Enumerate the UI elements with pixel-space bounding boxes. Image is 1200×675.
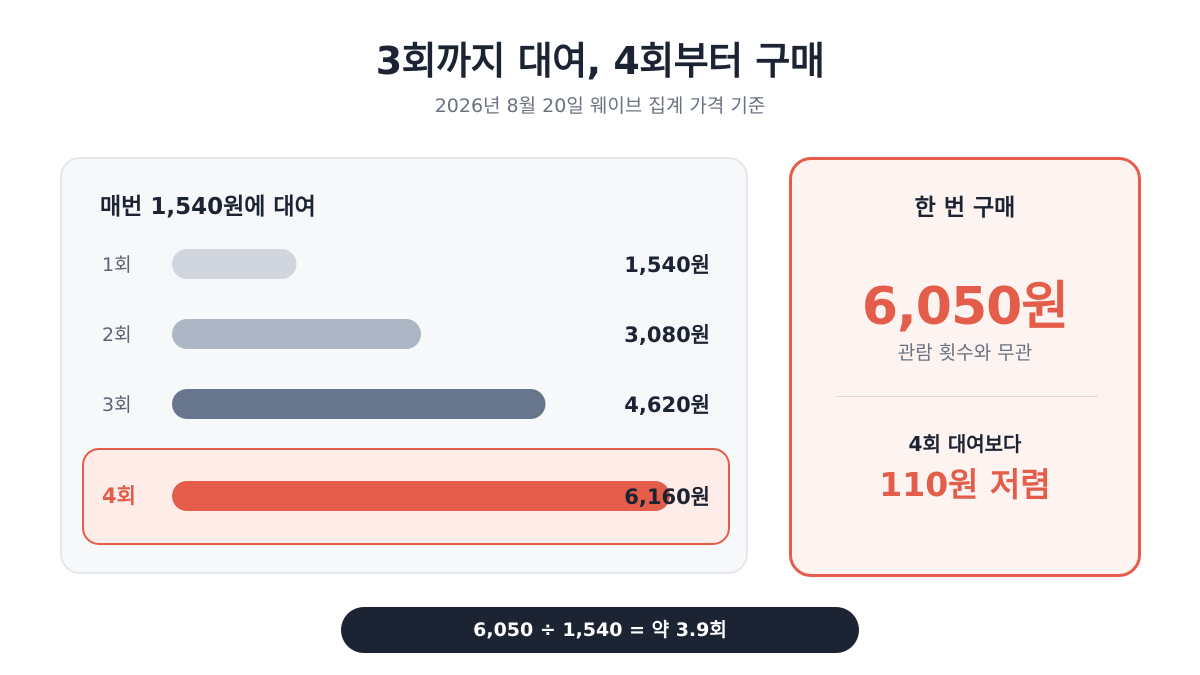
bar-4 — [172, 481, 670, 511]
rental-heading: 매번 1,540원에 대여 — [100, 194, 316, 220]
category-label: 4회 — [102, 484, 136, 508]
purchase-price: 6,050원 — [861, 277, 1069, 337]
formula-pill: 6,050 ÷ 1,540 = 약 3.9회 — [341, 607, 859, 653]
rental-panel: 매번 1,540원에 대여 1회 1,540원 2회 3,080원 3회 4,620원 4회… — [60, 157, 748, 574]
value-label: 4,620원 — [624, 393, 710, 417]
divider — [836, 396, 1098, 397]
category-label: 3회 — [102, 394, 132, 416]
value-label: 3,080원 — [624, 323, 710, 347]
category-label: 1회 — [102, 254, 132, 276]
purchase-panel: 한 번 구매 6,050원 관람 횟수와 무관 4회 대여보다 110원 저렴 — [789, 157, 1141, 577]
value-label: 6,160원 — [624, 485, 710, 509]
compare-value: 110원 저렴 — [879, 465, 1051, 504]
purchase-heading: 한 번 구매 — [914, 195, 1016, 221]
bar-3 — [172, 389, 546, 419]
bar-2 — [172, 319, 421, 349]
category-label: 2회 — [102, 324, 132, 346]
rental-bar-chart: 1회 1,540원 2회 3,080원 3회 4,620원 4회 6,160원 — [82, 249, 730, 545]
value-label: 1,540원 — [624, 253, 710, 277]
page-subtitle: 2026년 8월 20일 웨이브 집계 가격 기준 — [434, 95, 766, 117]
purchase-note: 관람 횟수와 무관 — [897, 342, 1033, 364]
compare-label: 4회 대여보다 — [908, 432, 1022, 456]
bar-1 — [172, 249, 297, 279]
page-title: 3회까지 대여, 4회부터 구매 — [375, 39, 825, 83]
